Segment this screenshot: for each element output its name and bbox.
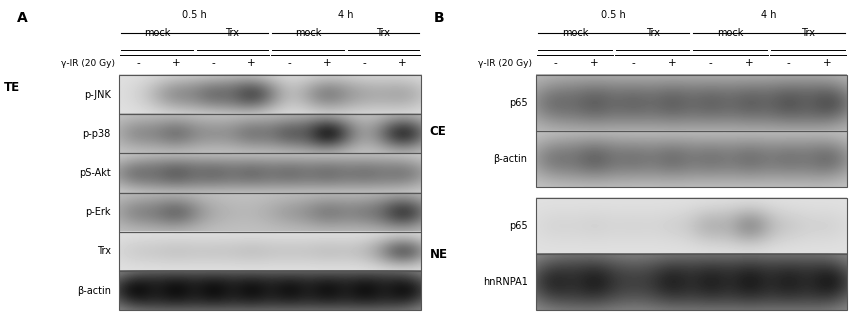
Text: +: + <box>668 58 677 68</box>
Text: β-actin: β-actin <box>77 286 111 296</box>
Text: +: + <box>398 58 407 68</box>
Text: -: - <box>631 58 635 68</box>
Text: -: - <box>363 58 367 68</box>
Text: mock: mock <box>144 28 170 38</box>
Text: Trx: Trx <box>226 28 239 38</box>
Bar <box>119 271 421 310</box>
Text: CE: CE <box>430 124 447 138</box>
Text: +: + <box>247 58 255 68</box>
Bar <box>536 131 847 187</box>
Text: +: + <box>323 58 331 68</box>
Text: 0.5 h: 0.5 h <box>182 10 207 20</box>
Text: -: - <box>212 58 215 68</box>
Text: -: - <box>554 58 557 68</box>
Text: +: + <box>823 58 831 68</box>
Text: γ-IR (20 Gy): γ-IR (20 Gy) <box>478 59 532 67</box>
Text: +: + <box>590 58 599 68</box>
Text: 4 h: 4 h <box>338 10 353 20</box>
Text: 0.5 h: 0.5 h <box>602 10 626 20</box>
Text: β-actin: β-actin <box>494 154 528 164</box>
Text: p-JNK: p-JNK <box>83 89 111 100</box>
Text: TE: TE <box>4 81 20 94</box>
Text: hnRNPA1: hnRNPA1 <box>483 277 528 287</box>
Bar <box>536 254 847 310</box>
Bar <box>536 75 847 131</box>
Text: -: - <box>136 58 140 68</box>
Bar <box>536 198 847 254</box>
Text: NE: NE <box>430 248 448 261</box>
Text: +: + <box>171 58 180 68</box>
Bar <box>119 114 421 153</box>
Text: p65: p65 <box>509 221 528 231</box>
Text: -: - <box>786 58 791 68</box>
Text: mock: mock <box>717 28 744 38</box>
Bar <box>119 153 421 192</box>
Text: 4 h: 4 h <box>762 10 777 20</box>
Bar <box>119 232 421 271</box>
Text: Trx: Trx <box>376 28 391 38</box>
Text: A: A <box>17 11 28 25</box>
Text: Trx: Trx <box>801 28 815 38</box>
Text: p-Erk: p-Erk <box>85 207 111 217</box>
Text: pS-Akt: pS-Akt <box>79 168 111 178</box>
Text: p65: p65 <box>509 98 528 108</box>
Text: mock: mock <box>562 28 588 38</box>
Text: +: + <box>745 58 754 68</box>
Text: Trx: Trx <box>646 28 660 38</box>
Text: B: B <box>434 11 444 25</box>
Text: p-p38: p-p38 <box>83 129 111 139</box>
Text: mock: mock <box>294 28 321 38</box>
Text: -: - <box>709 58 713 68</box>
Bar <box>119 192 421 232</box>
Text: -: - <box>287 58 291 68</box>
Bar <box>119 75 421 114</box>
Text: γ-IR (20 Gy): γ-IR (20 Gy) <box>61 59 115 67</box>
Text: Trx: Trx <box>97 246 111 256</box>
